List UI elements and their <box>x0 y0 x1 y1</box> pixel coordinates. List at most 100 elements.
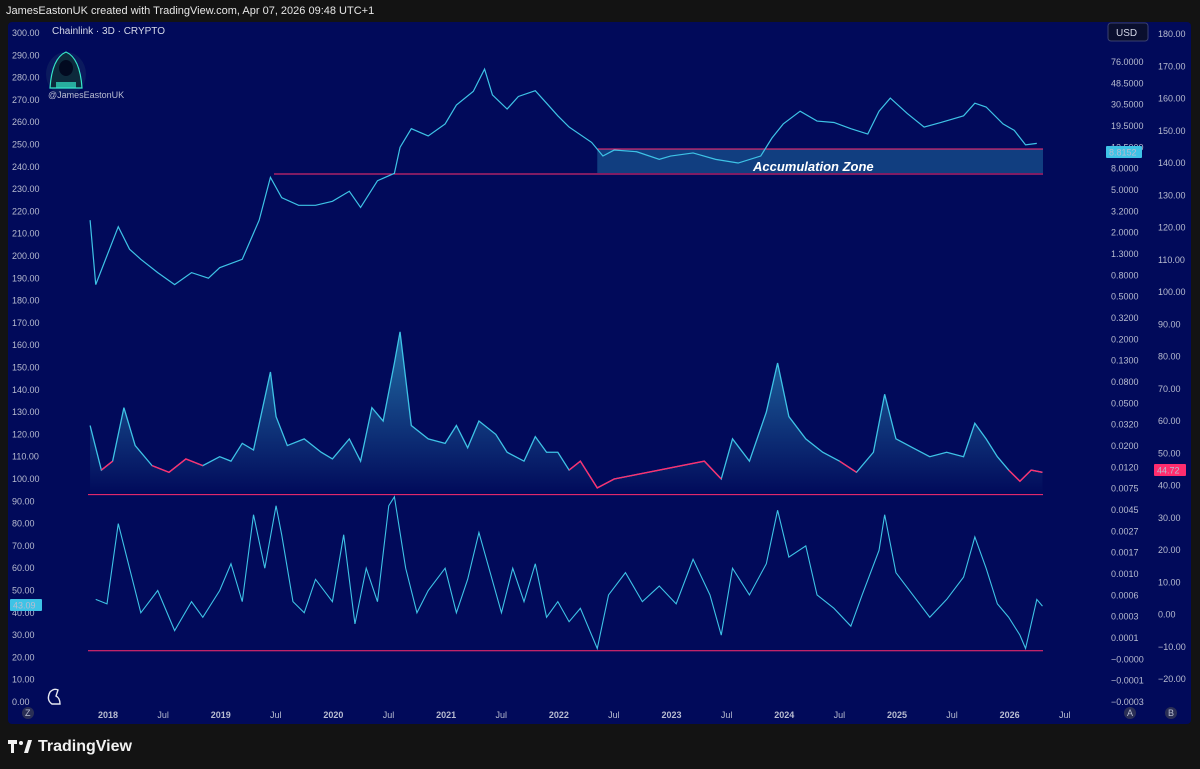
right-axis-tick: 150.00 <box>1158 126 1186 136</box>
log-axis-tick: −0.0001 <box>1111 676 1144 686</box>
right-axis-tick: 110.00 <box>1158 255 1185 265</box>
right-axis-tick: −10.00 <box>1158 642 1186 652</box>
right-axis-tick: −20.00 <box>1158 674 1186 684</box>
time-axis-tick: 2024 <box>774 710 794 720</box>
right-axis-tick: 20.00 <box>1158 545 1181 555</box>
left-axis-tick: 70.00 <box>12 541 35 551</box>
lower-series-line <box>95 495 1043 651</box>
header-bar: JamesEastonUK created with TradingView.c… <box>0 0 1200 22</box>
log-axis-tick: −0.0000 <box>1111 654 1144 664</box>
log-axis-tick: 0.1300 <box>1111 356 1139 366</box>
corner-button-label: A <box>1127 708 1133 718</box>
oscillator-area <box>90 331 1043 495</box>
oscillator-negative-segment <box>1008 469 1043 483</box>
corner-button-label: Z <box>25 708 31 718</box>
time-axis-tick: Jul <box>834 710 846 720</box>
left-axis-tick: 50.00 <box>12 586 35 596</box>
left-axis-tick: 150.00 <box>12 363 40 373</box>
left-axis-tick: 220.00 <box>12 206 40 216</box>
oscillator-negative-segment <box>100 460 114 471</box>
brand-name: TradingView <box>38 738 132 755</box>
lower-badge-text: 43.09 <box>13 601 36 611</box>
oscillator-badge: 44.72 <box>1154 464 1186 476</box>
time-axis-tick: 2019 <box>211 710 231 720</box>
hacker-logo-icon <box>46 51 86 96</box>
left-axis-tick: 300.00 <box>12 28 40 38</box>
right-axis-tick: 30.00 <box>1158 513 1181 523</box>
log-axis-tick: 0.0200 <box>1111 441 1139 451</box>
oscillator-series-line <box>89 331 1043 489</box>
right-axis-tick: 140.00 <box>1158 158 1186 168</box>
right-axis-tick: 180.00 <box>1158 29 1186 39</box>
right-axis-tick: 170.00 <box>1158 61 1186 71</box>
time-axis-tick: 2025 <box>887 710 907 720</box>
chart-svg[interactable]: Chainlink · 3D · CRYPTO @JamesEastonUK 3… <box>8 22 1191 724</box>
time-axis-tick: Jul <box>946 710 958 720</box>
left-axis-tick: 110.00 <box>12 452 39 462</box>
left-axis-tick: 90.00 <box>12 496 35 506</box>
log-axis-tick: 0.0045 <box>1111 505 1139 515</box>
left-axis-tick: 60.00 <box>12 563 35 573</box>
left-axis-tick: 200.00 <box>12 251 40 261</box>
log-axis-tick: 0.0120 <box>1111 462 1139 472</box>
time-axis-tick: Jul <box>721 710 733 720</box>
oscillator-badge-bg <box>1154 464 1186 476</box>
zone-label: Accumulation Zone <box>752 159 874 174</box>
price-badge: 8.8152 <box>1106 146 1142 158</box>
time-axis-tick: Jul <box>383 710 395 720</box>
left-axis-tick: 230.00 <box>12 184 40 194</box>
plot-layer: Accumulation Zone <box>88 67 1043 652</box>
right-axis-tick: 120.00 <box>1158 223 1186 233</box>
left-axis-tick: 210.00 <box>12 229 40 239</box>
corner-button-label: B <box>1168 708 1174 718</box>
time-axis-tick: 2022 <box>549 710 569 720</box>
left-axis-tick: 180.00 <box>12 296 40 306</box>
time-axis-tick: Jul <box>608 710 620 720</box>
chart-title: Chainlink · 3D · CRYPTO <box>52 26 165 37</box>
time-axis-tick: Jul <box>157 710 169 720</box>
tradingview-logo-icon <box>8 740 32 753</box>
price-badge-text: 8.8152 <box>1109 148 1137 158</box>
log-axis-tick: 0.0006 <box>1111 590 1139 600</box>
left-axis-tick: 0.00 <box>12 697 30 707</box>
log-axis-tick: 0.8000 <box>1111 270 1139 280</box>
log-axis-tick: 0.0320 <box>1111 420 1139 430</box>
time-axis-tick: Jul <box>270 710 282 720</box>
chart-frame[interactable]: Chainlink · 3D · CRYPTO @JamesEastonUK 3… <box>8 22 1191 724</box>
corner-button-bg <box>1124 707 1136 719</box>
tradingview-brand[interactable]: TradingView <box>8 738 132 756</box>
currency-badge[interactable]: USD <box>1107 22 1149 42</box>
log-axis-tick: 0.5000 <box>1111 292 1139 302</box>
accumulation-zone <box>597 149 1043 173</box>
right-axis-tick: 60.00 <box>1158 416 1181 426</box>
right-axis-tick: 0.00 <box>1158 610 1176 620</box>
left-axis-tick: 140.00 <box>12 385 40 395</box>
price-series-line <box>89 67 1037 286</box>
log-axis-tick: 0.0500 <box>1111 398 1139 408</box>
log-axis-tick: −0.0003 <box>1111 697 1144 707</box>
author-handle: @JamesEastonUK <box>48 90 124 100</box>
log-axis-tick: 0.0001 <box>1111 633 1139 643</box>
left-axis-tick: 100.00 <box>12 474 40 484</box>
right-axis-tick: 50.00 <box>1158 448 1181 458</box>
time-axis-tick: Jul <box>1059 710 1071 720</box>
drawing-tool-icon[interactable] <box>47 688 61 705</box>
left-axis-tick: 130.00 <box>12 407 40 417</box>
left-axis-tick: 260.00 <box>12 117 40 127</box>
corner-button-bg <box>22 707 34 719</box>
log-axis-tick: 19.5000 <box>1111 121 1144 131</box>
left-axis-tick: 240.00 <box>12 162 40 172</box>
right-axis-tick: 10.00 <box>1158 577 1181 587</box>
log-axis-tick: 0.0003 <box>1111 612 1139 622</box>
right-axis-tick: 90.00 <box>1158 319 1181 329</box>
left-axis-tick: 290.00 <box>12 50 40 60</box>
time-axis: 2018 Jul 2019 Jul 2020 Jul 2021 Jul 2022 Jul 2023 J… <box>98 710 1071 720</box>
log-axis-tick: 30.5000 <box>1111 100 1144 110</box>
log-axis-tick: 0.0075 <box>1111 484 1139 494</box>
left-axis-tick: 170.00 <box>12 318 40 328</box>
log-axis-tick: 0.2000 <box>1111 334 1139 344</box>
oscillator-badge-text: 44.72 <box>1157 466 1180 476</box>
left-axis-tick: 270.00 <box>12 95 40 105</box>
log-axis-tick: 0.0017 <box>1111 548 1139 558</box>
